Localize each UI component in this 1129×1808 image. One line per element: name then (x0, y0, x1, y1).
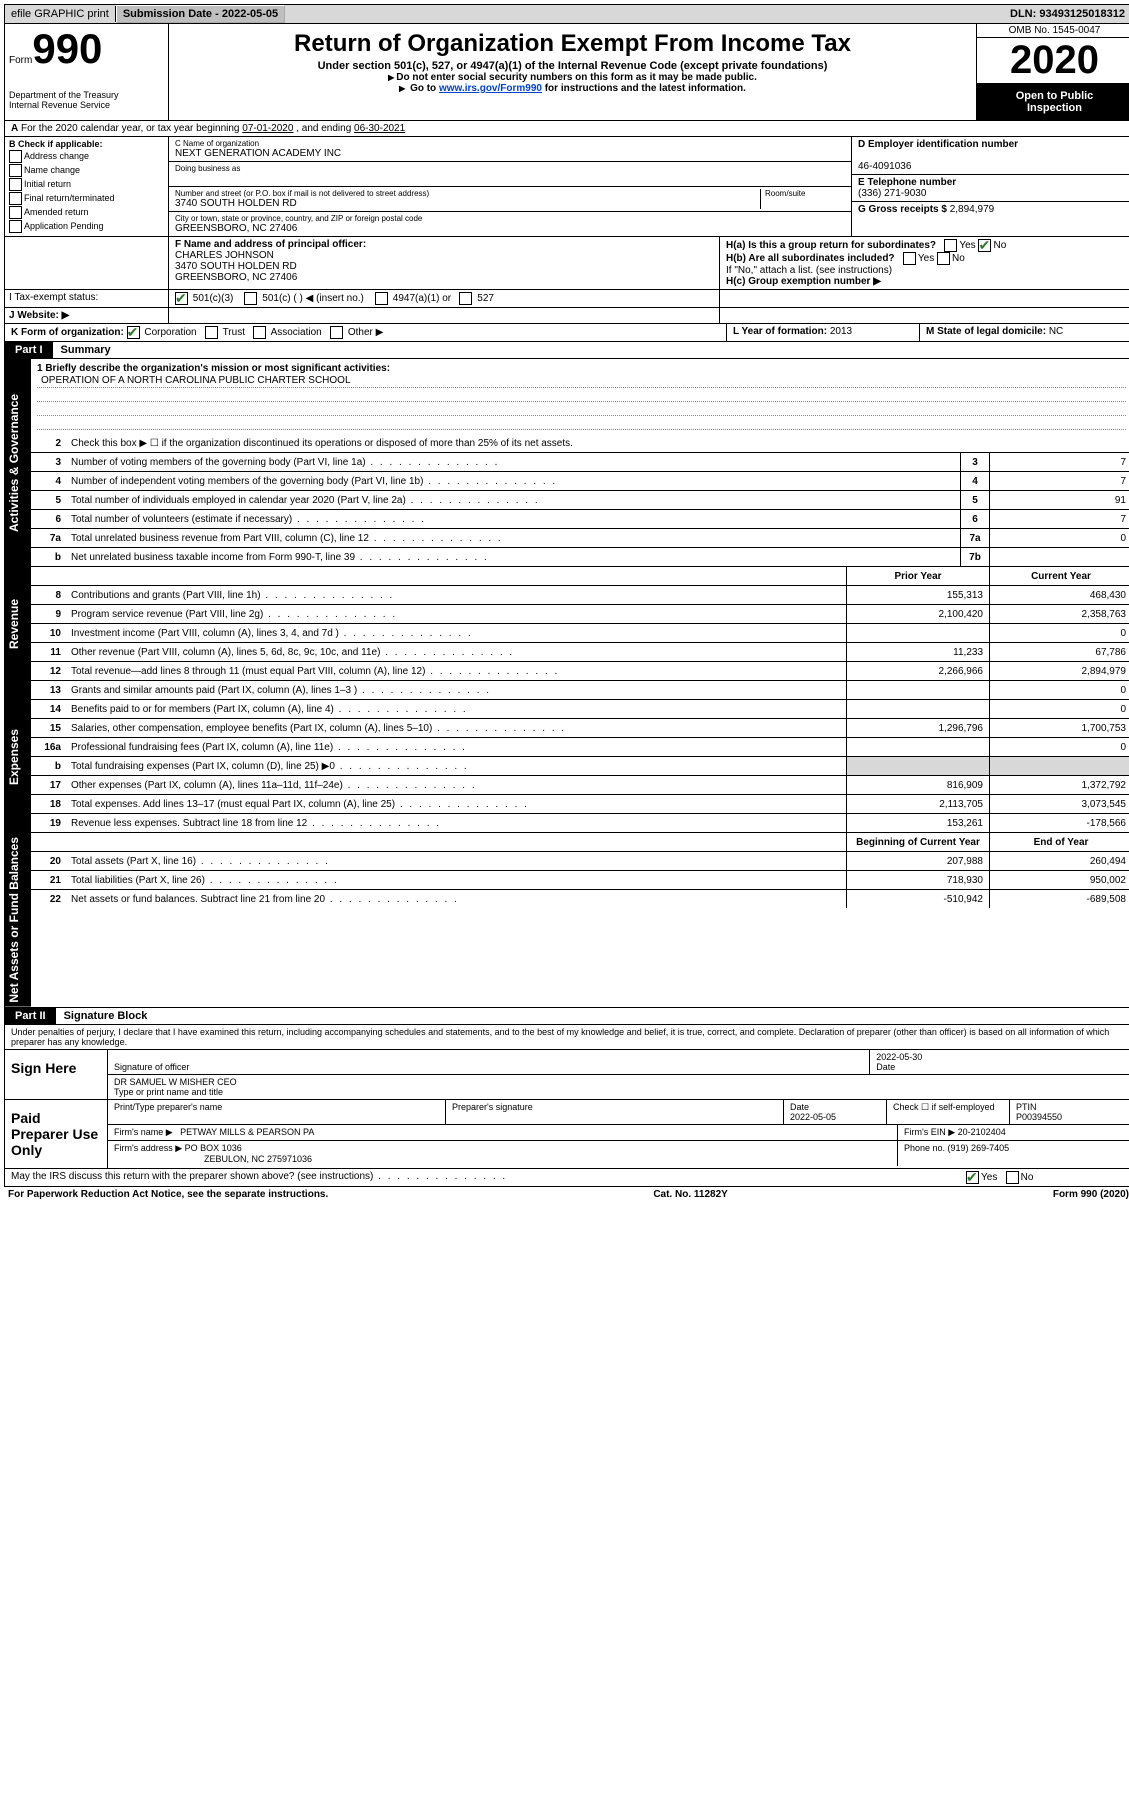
line-18: 18 Total expenses. Add lines 13–17 (must… (31, 795, 1129, 814)
org-name: NEXT GENERATION ACADEMY INC (175, 148, 845, 159)
org-street: 3740 SOUTH HOLDEN RD (175, 198, 760, 209)
line-7a: 7a Total unrelated business revenue from… (31, 529, 1129, 548)
omb-number: OMB No. 1545-0047 (977, 24, 1129, 38)
tab-netassets: Net Assets or Fund Balances (5, 833, 31, 1007)
line-12: 12 Total revenue—add lines 8 through 11 … (31, 662, 1129, 680)
tax-year: 2020 (977, 38, 1129, 84)
entity-block: B Check if applicable: Address change Na… (4, 137, 1129, 237)
line-8: 8 Contributions and grants (Part VIII, l… (31, 586, 1129, 605)
line-10: 10 Investment income (Part VIII, column … (31, 624, 1129, 643)
paid-preparer-label: Paid Preparer Use Only (5, 1100, 108, 1168)
col-c-name-address: C Name of organization NEXT GENERATION A… (169, 137, 851, 236)
line-6: 6 Total number of volunteers (estimate i… (31, 510, 1129, 529)
subtitle-3: Go to www.irs.gov/Form990 for instructio… (179, 83, 966, 94)
tab-expenses: Expenses (5, 681, 31, 832)
tab-governance: Activities & Governance (5, 359, 31, 566)
line-21: 21 Total liabilities (Part X, line 26) 7… (31, 871, 1129, 890)
part-i-governance: Activities & Governance 1 Briefly descri… (4, 359, 1129, 567)
discuss-row: May the IRS discuss this return with the… (4, 1169, 1129, 1187)
dept-treasury: Department of the Treasury Internal Reve… (9, 90, 164, 110)
line-16a: 16a Professional fundraising fees (Part … (31, 738, 1129, 757)
line-4: 4 Number of independent voting members o… (31, 472, 1129, 491)
submission-date-button[interactable]: Submission Date - 2022-05-05 (116, 5, 285, 23)
row-i-taxexempt: I Tax-exempt status: 501(c)(3) 501(c) ( … (4, 290, 1129, 308)
gross-receipts: 2,894,979 (950, 204, 995, 215)
line-15: 15 Salaries, other compensation, employe… (31, 719, 1129, 738)
line-19: 19 Revenue less expenses. Subtract line … (31, 814, 1129, 832)
line-b: b Total fundraising expenses (Part IX, c… (31, 757, 1129, 776)
form990-link[interactable]: www.irs.gov/Form990 (439, 83, 542, 94)
part-i-revenue: Revenue Prior Year Current Year 8 Contri… (4, 567, 1129, 681)
form-header: Form990 Department of the Treasury Inter… (4, 24, 1129, 121)
row-f-h: F Name and address of principal officer:… (4, 237, 1129, 290)
tab-revenue: Revenue (5, 567, 31, 680)
year-box: OMB No. 1545-0047 2020 Open to PublicIns… (976, 24, 1129, 120)
form-title: Return of Organization Exempt From Incom… (179, 30, 966, 58)
header-title-block: Return of Organization Exempt From Incom… (169, 24, 976, 120)
org-city: GREENSBORO, NC 27406 (175, 223, 845, 234)
row-a-taxyear: A For the 2020 calendar year, or tax yea… (4, 121, 1129, 137)
line-5: 5 Total number of individuals employed i… (31, 491, 1129, 510)
mission-statement: OPERATION OF A NORTH CAROLINA PUBLIC CHA… (37, 374, 1126, 388)
col-b-checkboxes: B Check if applicable: Address change Na… (5, 137, 169, 236)
line-9: 9 Program service revenue (Part VIII, li… (31, 605, 1129, 624)
part-ii-header: Part II Signature Block (4, 1008, 1129, 1025)
top-bar: efile GRAPHIC print Submission Date - 20… (4, 4, 1129, 24)
subtitle-2: Do not enter social security numbers on … (179, 72, 966, 83)
jurat-text: Under penalties of perjury, I declare th… (4, 1025, 1129, 1050)
line-3: 3 Number of voting members of the govern… (31, 453, 1129, 472)
ein: 46-4091036 (858, 161, 911, 172)
phone: (336) 271-9030 (858, 188, 926, 199)
footer: For Paperwork Reduction Act Notice, see … (4, 1187, 1129, 1202)
line-11: 11 Other revenue (Part VIII, column (A),… (31, 643, 1129, 662)
line-17: 17 Other expenses (Part IX, column (A), … (31, 776, 1129, 795)
efile-label: efile GRAPHIC print (5, 6, 116, 22)
row-k-formorg: K Form of organization: Corporation Trus… (4, 324, 1129, 342)
open-public-badge: Open to PublicInspection (977, 84, 1129, 120)
row-j-website: J Website: ▶ (4, 308, 1129, 324)
line-b: b Net unrelated business taxable income … (31, 548, 1129, 566)
line-22: 22 Net assets or fund balances. Subtract… (31, 890, 1129, 908)
part-i-header: Part I Summary (4, 342, 1129, 359)
col-d-ein-phone: D Employer identification number 46-4091… (851, 137, 1129, 236)
sign-here-label: Sign Here (5, 1050, 108, 1099)
form-id-box: Form990 Department of the Treasury Inter… (5, 24, 169, 120)
line-13: 13 Grants and similar amounts paid (Part… (31, 681, 1129, 700)
signature-block: Sign Here Signature of officer 2022-05-3… (4, 1050, 1129, 1169)
part-i-netassets: Net Assets or Fund Balances Beginning of… (4, 833, 1129, 1008)
dln-cell: DLN: 93493125018312 (1004, 6, 1129, 22)
line-20: 20 Total assets (Part X, line 16) 207,98… (31, 852, 1129, 871)
part-i-expenses: Expenses 13 Grants and similar amounts p… (4, 681, 1129, 833)
subtitle-1: Under section 501(c), 527, or 4947(a)(1)… (179, 60, 966, 72)
line-14: 14 Benefits paid to or for members (Part… (31, 700, 1129, 719)
